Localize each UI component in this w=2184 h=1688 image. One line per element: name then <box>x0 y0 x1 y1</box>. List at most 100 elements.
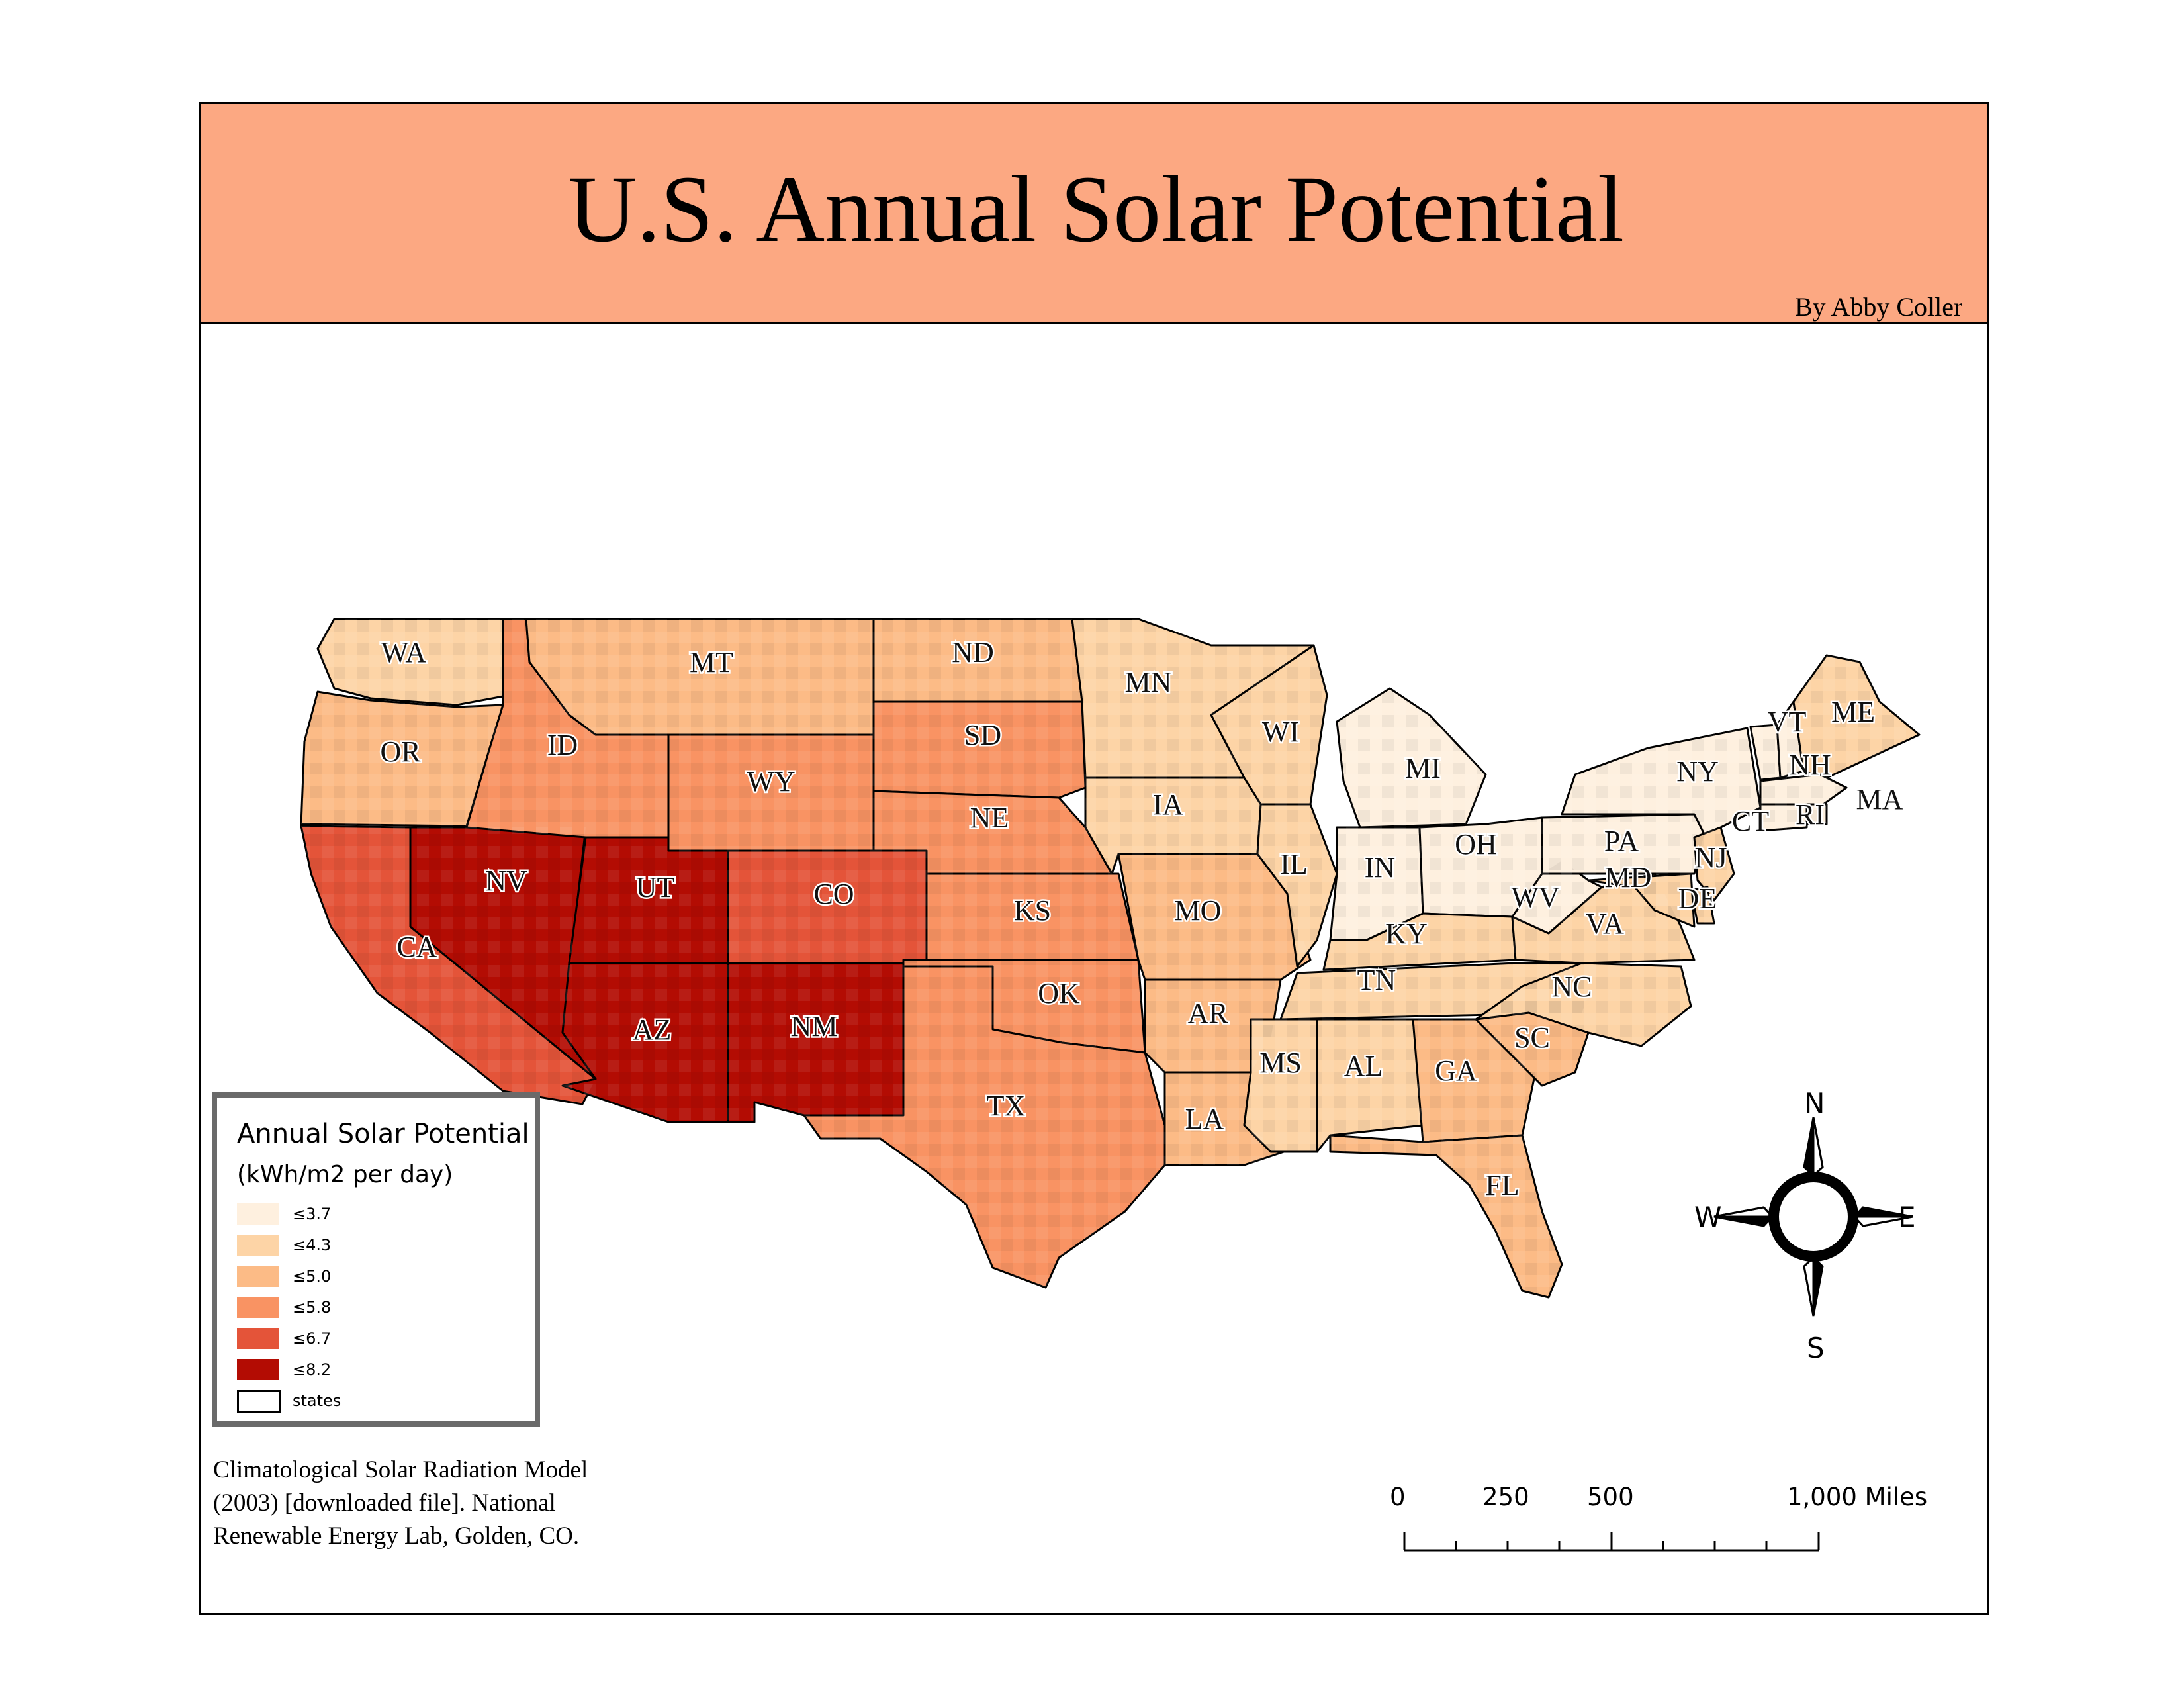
state-label-ms: MS <box>1259 1047 1302 1079</box>
state-label-wy: WY <box>747 765 795 798</box>
legend-swatch <box>237 1328 279 1349</box>
state-texture <box>1085 778 1261 874</box>
state-texture <box>728 851 927 963</box>
state-texture <box>1694 827 1734 900</box>
state-label-ct: CT <box>1732 805 1769 837</box>
state-label-ca: CA <box>396 931 437 963</box>
state-label-ut: UT <box>636 871 675 904</box>
state-texture <box>526 619 874 735</box>
state-label-co: CO <box>813 878 854 910</box>
state-texture <box>1542 814 1704 874</box>
state-label-fl: FL <box>1485 1169 1519 1201</box>
state-label-nv: NV <box>485 865 527 897</box>
state-texture <box>874 791 1112 874</box>
scale-tick-label: 0 <box>1390 1483 1406 1511</box>
state-texture <box>1330 1135 1562 1297</box>
state-label-or: OR <box>380 735 421 768</box>
compass-north: N <box>1804 1087 1825 1119</box>
state-texture <box>1476 1013 1588 1086</box>
state-label-me: ME <box>1831 696 1875 728</box>
state-label-sc: SC <box>1514 1021 1550 1054</box>
state-texture <box>1413 1019 1535 1142</box>
state-texture <box>301 692 503 826</box>
state-label-ne: NE <box>970 802 1009 834</box>
scale-bar: 0 250 500 1,000 Miles <box>1390 1483 1959 1562</box>
legend-swatch <box>237 1297 279 1318</box>
legend-swatch <box>237 1235 279 1256</box>
scale-bar-ruler <box>1403 1532 1820 1552</box>
state-texture <box>1512 861 1602 933</box>
legend-swatch <box>237 1203 279 1225</box>
state-texture <box>1118 854 1310 980</box>
state-label-ks: KS <box>1014 894 1051 927</box>
state-label-la: LA <box>1185 1103 1224 1135</box>
compass-west: W <box>1694 1201 1722 1233</box>
state-label-nh: NH <box>1789 749 1831 781</box>
legend-label: ≤5.8 <box>293 1298 332 1317</box>
state-texture <box>563 963 728 1122</box>
state-texture <box>318 619 503 705</box>
state-label-sd: SD <box>964 719 1001 751</box>
state-texture <box>1588 874 1694 927</box>
state-label-pa: PA <box>1604 825 1639 857</box>
state-label-wa: WA <box>381 636 427 669</box>
state-texture <box>1257 804 1337 966</box>
state-texture <box>1807 804 1827 824</box>
state-label-id: ID <box>547 729 578 761</box>
state-label-tn: TN <box>1357 964 1396 996</box>
legend-label: ≤3.7 <box>293 1205 332 1223</box>
legend-subtitle: (kWh/m2 per day) <box>237 1161 453 1188</box>
state-label-mt: MT <box>690 646 733 679</box>
state-label-wi: WI <box>1262 716 1299 748</box>
scale-tick-label: 1,000 Miles <box>1787 1483 1928 1511</box>
state-texture <box>1165 1072 1284 1165</box>
state-label-mi: MI <box>1405 752 1441 784</box>
source-citation: Climatological Solar Radiation Model (20… <box>213 1454 676 1553</box>
state-label-nc: NC <box>1551 970 1592 1003</box>
legend: Annual Solar Potential (kWh/m2 per day) … <box>212 1092 540 1427</box>
raster-texture <box>301 619 1919 1297</box>
state-texture <box>1760 804 1807 831</box>
scale-tick-label: 250 <box>1482 1483 1529 1511</box>
state-label-al: AL <box>1344 1050 1383 1082</box>
state-texture <box>1691 887 1714 923</box>
state-texture <box>903 960 1145 1053</box>
state-texture <box>1562 728 1760 834</box>
compass-rose-icon <box>1713 1117 1913 1317</box>
legend-label: ≤8.2 <box>293 1360 332 1379</box>
map-author: By Abby Coller <box>1795 292 1963 322</box>
state-labels-layer: WA OR CA NV ID MT WY UT AZ CO NM ND SD NE KS OK TX MN IA MO… <box>379 635 1905 1203</box>
state-texture <box>927 874 1138 960</box>
state-label-mo: MO <box>1175 894 1222 927</box>
state-texture <box>569 837 728 963</box>
state-texture <box>301 826 596 1104</box>
state-texture <box>1211 645 1327 804</box>
state-label-vt: VT <box>1768 706 1807 738</box>
state-label-nm: NM <box>791 1010 838 1043</box>
state-texture <box>1337 688 1486 827</box>
state-texture <box>804 966 1165 1288</box>
state-texture <box>1330 827 1423 940</box>
state-label-md: MD <box>1605 861 1652 894</box>
state-label-nj: NJ <box>1695 841 1727 874</box>
state-label-ok: OK <box>1038 977 1080 1009</box>
state-texture <box>467 619 668 837</box>
state-texture <box>1476 963 1691 1046</box>
state-label-ar: AR <box>1187 997 1228 1029</box>
citation-line: Climatological Solar Radiation Model <box>213 1456 588 1483</box>
legend-swatch <box>237 1266 279 1287</box>
state-label-mn: MN <box>1125 666 1172 698</box>
state-label-ny: NY <box>1676 755 1719 788</box>
map-title: U.S. Annual Solar Potential <box>568 157 1624 262</box>
scale-tick-label: 500 <box>1587 1483 1634 1511</box>
state-texture <box>874 619 1082 702</box>
state-texture <box>1777 702 1803 778</box>
state-texture <box>1751 725 1780 780</box>
state-label-ky: KY <box>1385 917 1428 950</box>
legend-label: ≤4.3 <box>293 1236 332 1254</box>
state-texture <box>1420 818 1542 917</box>
state-texture <box>1072 619 1314 778</box>
state-texture <box>1324 914 1516 970</box>
title-band: U.S. Annual Solar Potential <box>199 102 1989 324</box>
